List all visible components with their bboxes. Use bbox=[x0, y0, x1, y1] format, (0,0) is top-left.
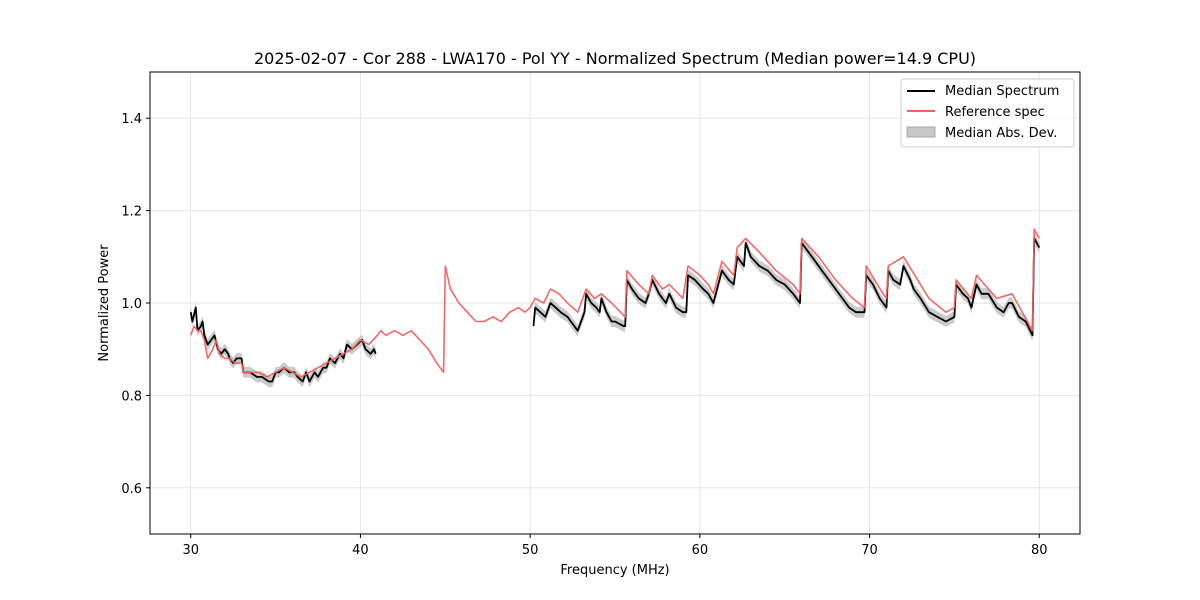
x-tick-label: 80 bbox=[1031, 543, 1048, 558]
legend-label-mad: Median Abs. Dev. bbox=[945, 126, 1057, 141]
legend-label-reference: Reference spec bbox=[945, 105, 1045, 120]
legend-label-median: Median Spectrum bbox=[945, 84, 1059, 99]
x-tick-label: 40 bbox=[352, 543, 369, 558]
chart-title: 2025-02-07 - Cor 288 - LWA170 - Pol YY -… bbox=[254, 49, 976, 68]
y-tick-label: 1.0 bbox=[121, 297, 142, 312]
median-spectrum-line bbox=[532, 237, 1041, 337]
y-axis-label: Normalized Power bbox=[97, 244, 112, 362]
x-tick-label: 30 bbox=[182, 543, 199, 558]
y-tick-label: 1.2 bbox=[121, 205, 142, 220]
x-axis-label: Frequency (MHz) bbox=[560, 563, 669, 578]
y-tick-label: 1.4 bbox=[121, 112, 142, 127]
x-tick-label: 70 bbox=[861, 543, 878, 558]
series-lines bbox=[189, 228, 1041, 383]
legend-box bbox=[900, 78, 1075, 148]
y-tick-label: 0.6 bbox=[121, 482, 142, 497]
axis-ticks: 30 40 50 60 70 80 0.6 0.8 1.0 1.2 1.4 bbox=[121, 112, 1047, 558]
x-tick-label: 50 bbox=[522, 543, 539, 558]
y-tick-label: 0.8 bbox=[121, 389, 142, 404]
legend-swatch-mad bbox=[906, 126, 936, 138]
reference-spectrum-line bbox=[189, 228, 1040, 378]
mad-band-segment bbox=[190, 302, 376, 388]
x-tick-label: 60 bbox=[692, 543, 709, 558]
legend: Median Spectrum Reference spec Median Ab… bbox=[900, 78, 1075, 148]
